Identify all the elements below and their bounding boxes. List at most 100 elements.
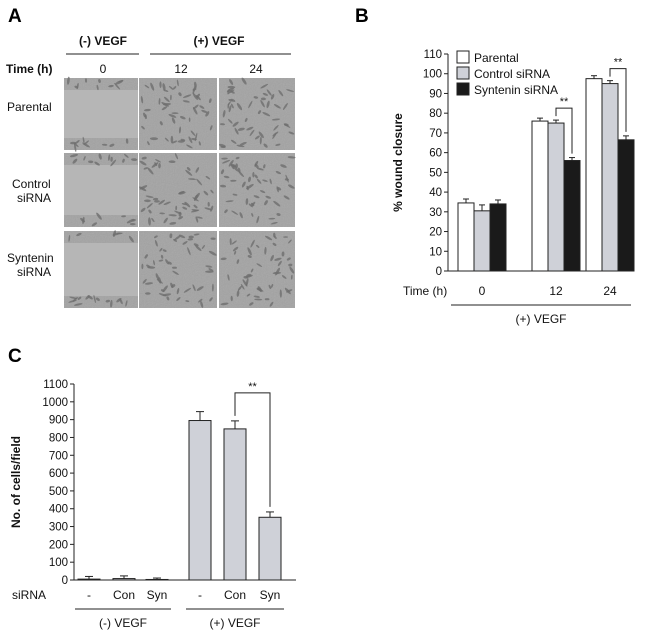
legend-label: Parental [474, 51, 519, 65]
row-control-label-1: Control [12, 177, 51, 191]
cell [266, 100, 270, 109]
y-tick-label: 700 [49, 450, 68, 462]
y-axis-title: No. of cells/field [9, 436, 23, 528]
cell [187, 238, 194, 241]
cell [288, 239, 292, 244]
cell [205, 175, 211, 180]
cell [126, 218, 135, 224]
cell [75, 139, 80, 145]
cell [228, 105, 232, 113]
cell [147, 141, 150, 146]
cell [241, 181, 246, 188]
cell [96, 212, 102, 220]
cell [166, 296, 170, 301]
cell [185, 300, 190, 303]
cell [232, 193, 238, 196]
bar [77, 578, 101, 581]
x-category-label: Con [113, 588, 135, 602]
cell [241, 77, 247, 85]
cell [121, 215, 126, 218]
bar-syntenin-sirna [617, 139, 635, 272]
cell [227, 274, 230, 281]
cell [165, 259, 170, 265]
cell [168, 113, 177, 118]
cell [192, 92, 198, 100]
cell [74, 143, 77, 153]
cell [182, 100, 190, 103]
cell [230, 179, 237, 182]
cell [125, 138, 129, 144]
cell [250, 268, 254, 273]
cell [193, 243, 199, 247]
cell [276, 186, 279, 193]
cell [151, 162, 159, 168]
cell [234, 250, 237, 255]
cell [229, 238, 232, 246]
y-tick-label: 20 [429, 227, 442, 239]
cell [246, 293, 251, 297]
y-tick-label: 80 [429, 108, 442, 120]
micrograph-tile [219, 153, 296, 227]
cell [163, 102, 171, 106]
cell [140, 207, 146, 213]
cell [283, 236, 288, 238]
cell [80, 217, 86, 223]
cell [209, 297, 213, 302]
y-tick-label: 30 [429, 207, 442, 219]
cell [173, 238, 178, 242]
y-axis-title: % wound closure [391, 113, 405, 212]
cell [204, 207, 213, 211]
cell [199, 105, 205, 109]
cell [239, 141, 247, 146]
y-tick-label: 70 [429, 128, 442, 140]
cell [249, 302, 254, 306]
cell [171, 112, 179, 115]
cell [276, 213, 281, 216]
bar [145, 578, 169, 581]
cell [282, 102, 288, 111]
cell [163, 89, 169, 92]
cell [131, 158, 138, 162]
cell [243, 275, 248, 279]
cell [283, 195, 290, 200]
y-tick-label: 400 [49, 504, 68, 516]
cell [260, 97, 266, 101]
cell [290, 274, 293, 280]
cell [179, 116, 186, 120]
y-tick-label: 110 [424, 49, 442, 61]
cell [247, 247, 252, 256]
cell [101, 143, 108, 146]
cell [76, 232, 82, 237]
cell [231, 103, 234, 109]
cell [281, 275, 287, 279]
cell [186, 144, 193, 149]
significance-bracket [609, 68, 627, 132]
cell [195, 216, 199, 223]
x-category-label: 0 [479, 284, 486, 298]
cell [162, 249, 167, 252]
cell-migration-chart: 0 100 200 300 400 500 600 700 800 900 1000 1100 No. … [9, 379, 296, 630]
bar [112, 578, 136, 581]
cell [110, 159, 117, 167]
cell [242, 279, 248, 287]
y-tick-label: 100 [49, 557, 68, 569]
cell [232, 246, 239, 252]
cell [141, 125, 145, 130]
cell [168, 160, 176, 164]
cell [286, 89, 295, 92]
cell [264, 298, 270, 301]
cell [191, 209, 199, 212]
cell [149, 137, 159, 141]
wound-gap [64, 165, 138, 215]
cell [167, 261, 172, 265]
cell [253, 96, 259, 99]
cell [178, 126, 182, 134]
cell [229, 79, 234, 85]
cell [168, 214, 177, 217]
cell [273, 104, 281, 109]
legend-swatch [456, 82, 470, 96]
cell [155, 159, 161, 163]
panel-a-letter: A [8, 6, 22, 27]
cell [227, 118, 233, 124]
cell [275, 143, 281, 146]
